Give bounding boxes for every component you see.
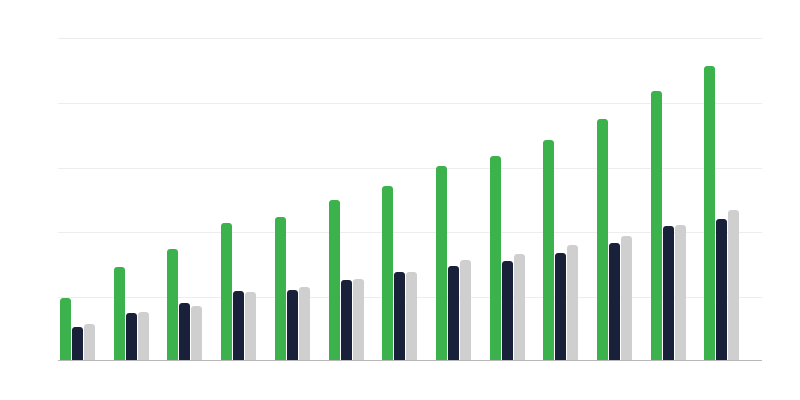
bar-group [113, 20, 149, 360]
bar [513, 254, 525, 360]
bar [567, 245, 579, 360]
bar [84, 324, 95, 360]
bar [704, 66, 716, 360]
bar [286, 290, 298, 360]
bar [489, 156, 501, 360]
bar [340, 280, 352, 360]
bar [72, 327, 83, 360]
bar [60, 298, 71, 360]
bar-group [60, 20, 95, 360]
bar-group [704, 20, 740, 360]
bar [298, 287, 310, 360]
bar-group [543, 20, 579, 360]
gridline-1 [58, 103, 762, 104]
bar [662, 226, 674, 360]
x-axis-baseline [58, 360, 762, 361]
bar [113, 267, 125, 360]
bar [352, 279, 364, 360]
bar [543, 140, 555, 360]
bar [650, 91, 662, 360]
bar-group [382, 20, 418, 360]
bar [191, 306, 203, 360]
bar-group [167, 20, 203, 360]
bar-group [328, 20, 364, 360]
bar [674, 225, 686, 360]
bar [382, 186, 394, 360]
bar [125, 313, 137, 360]
gridline-2 [58, 168, 762, 169]
bar [233, 291, 245, 360]
bar [179, 303, 191, 360]
bar-group [435, 20, 471, 360]
bar [447, 266, 459, 360]
bar [728, 210, 740, 360]
bar-group [221, 20, 257, 360]
bar [406, 272, 418, 360]
gridline-3 [58, 232, 762, 233]
bar [245, 292, 257, 360]
bar [435, 166, 447, 360]
bar-group [597, 20, 632, 360]
gridline-0 [58, 38, 762, 39]
bar [501, 261, 513, 360]
bar [167, 249, 179, 360]
bar [716, 219, 728, 360]
bar-group [274, 20, 310, 360]
bar [137, 312, 149, 360]
bar [328, 200, 340, 360]
bar [459, 260, 471, 360]
bar [394, 272, 406, 360]
bar [274, 217, 286, 360]
bar [555, 253, 567, 360]
bar [597, 119, 608, 360]
bar [621, 236, 632, 360]
bar [609, 243, 620, 360]
bar [221, 223, 233, 360]
bar-group [650, 20, 686, 360]
bar-group [489, 20, 525, 360]
